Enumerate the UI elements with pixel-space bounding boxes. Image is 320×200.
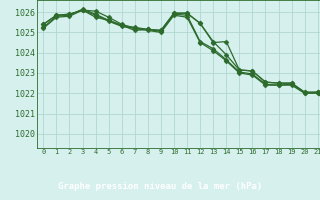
- Text: Graphe pression niveau de la mer (hPa): Graphe pression niveau de la mer (hPa): [58, 182, 262, 191]
